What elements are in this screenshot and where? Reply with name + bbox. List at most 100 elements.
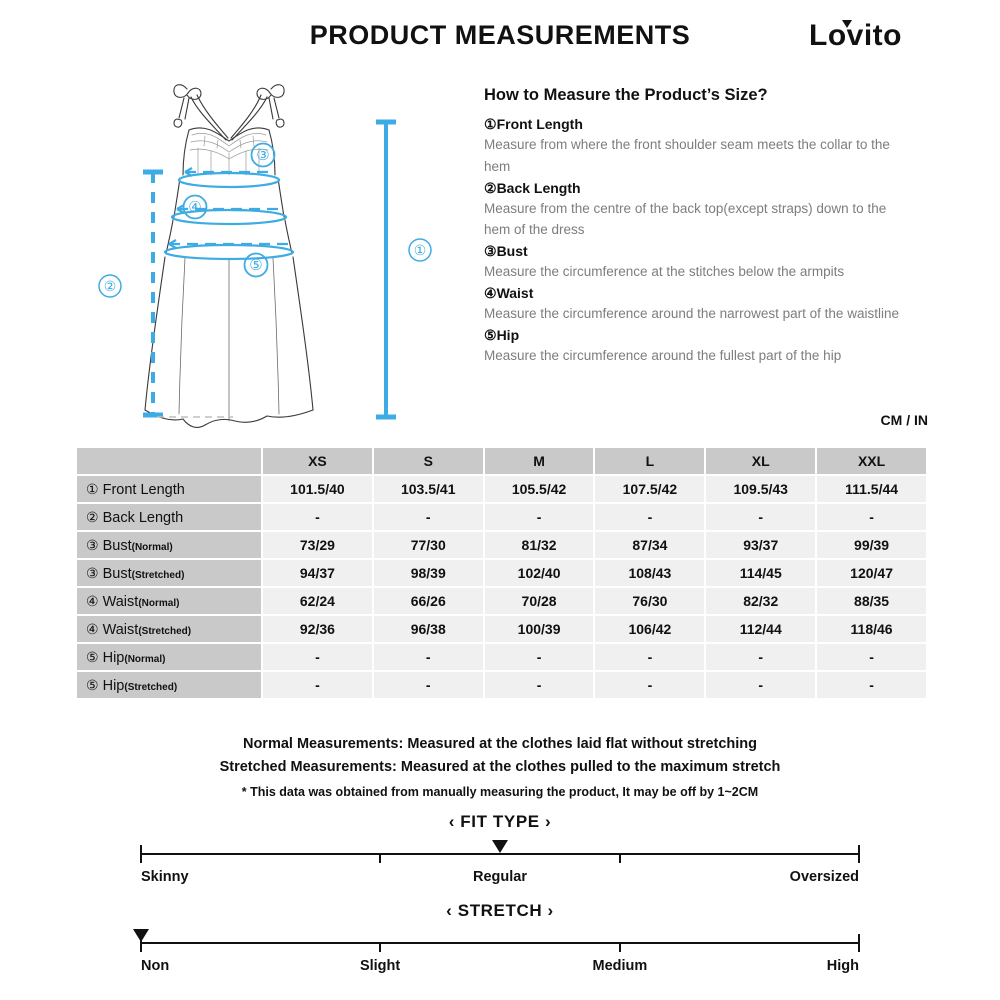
cell-r7-c5: - [817,672,926,698]
cell-r3-c4: 114/45 [706,560,816,586]
cell-r3-c2: 102/40 [484,560,594,586]
page-title: PRODUCT MEASUREMENTS [309,20,691,50]
cell-r5-c4: 112/44 [706,616,816,642]
cell-r1-c2: - [484,504,594,530]
size-header-xs: XS [263,448,372,474]
measurement-indicators [143,119,396,420]
instruction-marker-5: ⑤ [484,326,497,343]
front-length-caps [376,119,396,420]
instruction-desc-hip: Measure the circumference around the ful… [484,347,842,363]
cell-r2-c5: 99/39 [817,532,926,558]
fit-type-label-regular: Regular [473,869,527,885]
page-header: PRODUCT MEASUREMENTS Lovito [0,0,1000,70]
instruction-desc-back-length: Measure from the centre of the back top(… [484,200,887,238]
row-marker: ④ [86,592,99,609]
size-header-xl: XL [706,448,816,474]
stretch-tick-2 [618,942,621,952]
callout-1-label: ① [414,242,427,258]
instruction-desc-front-length: Measure from where the front shoulder se… [484,136,890,174]
cell-r0-c0: 101.5/40 [263,476,372,502]
cell-r0-c1: 103.5/41 [373,476,483,502]
brand-logo: Lovito [809,19,902,52]
cell-r1-c0: - [263,504,372,530]
instruction-name-2: Back Length [496,179,581,196]
table-footnotes: Normal Measurements: Measured at the clo… [0,733,1000,799]
table-row: ⑤ Hip(Stretched) - - - - - - [77,672,926,698]
fit-type-tick-2 [618,853,621,863]
instructions-title: How to Measure the Product’s Size? [484,86,768,104]
row-name: Hip [102,677,125,694]
cell-r0-c5: 111.5/44 [817,476,926,502]
cell-r3-c3: 108/43 [595,560,705,586]
table-row: ③ Bust(Normal) 73/29 77/30 81/32 87/34 93/37 9… [77,532,926,558]
cell-r1-c1: - [373,504,483,530]
instruction-term-back-length: ②Back Length [484,179,914,198]
stretch-tick-0 [140,934,142,952]
row-marker: ② [86,508,99,525]
cell-r7-c2: - [484,672,594,698]
row-marker: ③ [86,564,99,581]
cell-r2-c2: 81/32 [484,532,594,558]
row-label-waist-stretched: ④ Waist(Stretched) [77,616,261,642]
row-name: Bust [102,565,132,582]
callout-2-circle [98,274,122,298]
cell-r3-c1: 98/39 [373,560,483,586]
fit-type-label-oversized: Oversized [789,869,859,885]
row-suffix: (Normal) [138,597,180,609]
cell-r7-c4: - [706,672,816,698]
cell-r0-c4: 109.5/43 [706,476,816,502]
instruction-marker-3: ③ [484,243,497,260]
stretch-label-non: Non [141,958,170,974]
fit-type-labels: Skinny Regular Oversized [141,869,859,889]
table-row: ③ Bust(Stretched) 94/37 98/39 102/40 108/43 1… [77,560,926,586]
stretch-tick-3 [858,934,860,952]
cell-r1-c4: - [706,504,816,530]
row-suffix: (Stretched) [124,681,178,693]
waist-ellipse [170,208,288,226]
row-marker: ⑤ [86,676,99,693]
row-label-hip-normal: ⑤ Hip(Normal) [77,644,261,670]
instruction-marker-2: ② [484,179,497,196]
row-name: Waist [102,593,139,610]
row-marker: ④ [86,620,99,637]
stretch-axis [133,929,860,952]
fit-type-axis [140,840,860,863]
row-label-bust-stretched: ③ Bust(Stretched) [77,560,261,586]
callout-2-label: ② [104,278,117,294]
cell-r2-c4: 93/37 [706,532,816,558]
table-row: ④ Waist(Stretched) 92/36 96/38 100/39 106/42… [77,616,926,642]
cell-r7-c3: - [595,672,705,698]
callout-3-label: ③ [256,147,269,164]
row-label-waist-normal: ④ Waist(Normal) [77,588,261,614]
stretch-tick-1 [379,942,382,952]
instruction-marker-4: ④ [484,284,497,301]
cell-r2-c3: 87/34 [595,532,705,558]
dress-outline [144,84,314,428]
table-header-row: XS S M L XL XXL [77,448,926,474]
callout-5-label: ⑤ [249,257,262,274]
instruction-name-3: Bust [496,243,528,260]
row-suffix: (Normal) [131,541,173,553]
stretch-title: ‹ STRETCH › [446,901,554,920]
instruction-term-hip: ⑤Hip [484,326,914,345]
size-header-m: M [484,448,594,474]
cell-r1-c5: - [817,504,926,530]
dress-diagram-svg: ① ② ③ ④ ⑤ [98,84,432,428]
stretch-label-high: High [826,958,859,974]
stretch-label-slight: Slight [359,958,401,974]
row-name: Hip [102,649,125,666]
table-body: ① Front Length 101.5/40 103.5/41 105.5/42 10… [77,476,926,698]
table-row: ① Front Length 101.5/40 103.5/41 105.5/42 10… [77,476,926,502]
back-length-caps [143,169,163,418]
callout-3-circle [250,142,276,168]
instruction-name-5: Hip [496,326,520,343]
callout-4-circle [182,194,208,220]
table-row: ④ Waist(Normal) 62/24 66/26 70/28 76/30 82/32… [77,588,926,614]
instruction-term-front-length: ①Front Length [484,115,914,134]
cell-r4-c0: 62/24 [263,588,372,614]
row-name: Front Length [102,481,185,498]
row-marker: ① [86,480,99,497]
stretch-axis-line [141,942,859,944]
callout-4-label: ④ [188,199,201,216]
units-label: CM / IN [880,412,928,428]
